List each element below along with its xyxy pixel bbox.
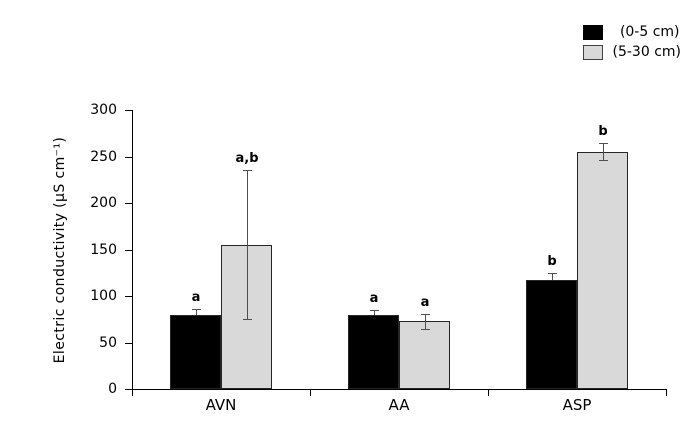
x-axis-tick [310, 389, 311, 396]
x-axis-line [132, 389, 667, 390]
sig-label: b [598, 124, 608, 139]
y-axis-tick [125, 157, 132, 158]
error-bar-cap-top [548, 273, 557, 274]
y-axis-tick [125, 250, 132, 251]
sig-label: a [369, 291, 379, 306]
legend-swatch-black [582, 25, 603, 40]
sig-label: a [420, 295, 430, 310]
sig-label: a [191, 290, 201, 305]
y-axis-tick [125, 296, 132, 297]
y-axis-tick [125, 343, 132, 344]
legend-item-0-5cm: (0-5 cm) [582, 24, 681, 41]
bar-0-5cm [170, 315, 221, 389]
bar-5-30cm [221, 245, 272, 389]
bar-0-5cm [348, 315, 399, 389]
y-axis-line [132, 110, 133, 390]
error-bar-cap-top [192, 309, 201, 310]
error-bar-stem [247, 170, 248, 319]
legend-label-5-30cm: (5-30 cm) [612, 44, 681, 60]
error-bar-stem [196, 309, 197, 315]
y-axis-tick [125, 203, 132, 204]
y-axis-tick [125, 389, 132, 390]
y-tick-label: 100 [90, 288, 117, 304]
error-bar-cap-bottom [421, 329, 430, 330]
y-axis-tick [125, 110, 132, 111]
error-bar-cap-bottom [243, 319, 252, 320]
bar-5-30cm [399, 321, 450, 389]
error-bar-stem [603, 143, 604, 160]
y-tick-label: 250 [90, 149, 117, 165]
sig-label: a,b [235, 151, 259, 166]
chart-legend: (0-5 cm) (5-30 cm) [582, 24, 681, 64]
x-axis-tick [488, 389, 489, 396]
y-tick-label: 50 [99, 335, 117, 351]
legend-swatch-gray [582, 45, 603, 60]
x-tick-label: AVN [205, 396, 237, 414]
x-tick-label: ASP [562, 396, 592, 414]
bar-5-30cm [577, 152, 628, 389]
y-tick-label: 0 [108, 381, 117, 397]
x-axis-tick [666, 389, 667, 396]
error-bar-stem [374, 310, 375, 315]
error-bar-cap-top [421, 314, 430, 315]
legend-label-0-5cm: (0-5 cm) [619, 24, 680, 40]
error-bar-stem [552, 273, 553, 280]
y-tick-label: 300 [90, 102, 117, 118]
x-axis-tick [132, 389, 133, 396]
error-bar-cap-top [370, 310, 379, 311]
error-bar-cap-top [243, 170, 252, 171]
error-bar-cap-bottom [599, 160, 608, 161]
x-tick-label: AA [388, 396, 410, 414]
y-tick-label: 150 [90, 242, 117, 258]
error-bar-stem [425, 314, 426, 329]
legend-item-5-30cm: (5-30 cm) [582, 44, 681, 61]
error-bar-cap-top [599, 143, 608, 144]
sig-label: b [547, 254, 557, 269]
bar-0-5cm [526, 280, 577, 389]
y-tick-label: 200 [90, 195, 117, 211]
